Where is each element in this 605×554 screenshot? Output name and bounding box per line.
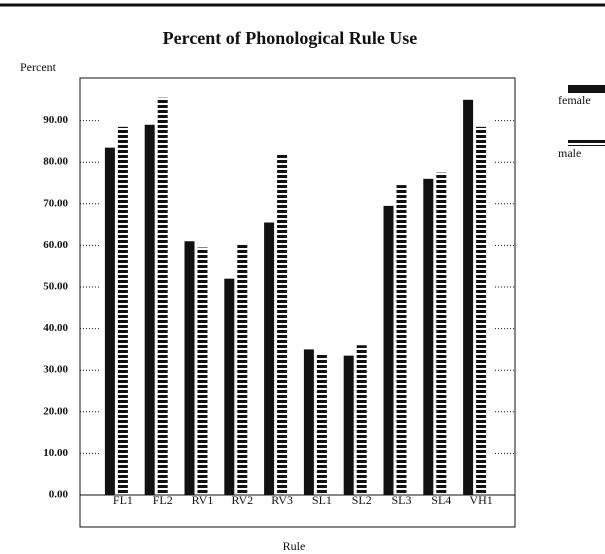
y-tick-label: 40.00 bbox=[43, 322, 68, 334]
plot-frame bbox=[79, 77, 516, 528]
bar bbox=[264, 222, 275, 495]
x-tick-label: SL2 bbox=[352, 493, 372, 507]
y-tick-label: 90.00 bbox=[43, 114, 68, 126]
legend-label: male bbox=[558, 146, 581, 160]
bar bbox=[197, 247, 208, 495]
bar bbox=[277, 153, 288, 495]
y-tick-label: 10.00 bbox=[43, 447, 68, 459]
bar bbox=[184, 241, 195, 495]
y-axis-label: Percent bbox=[20, 60, 57, 74]
x-axis-label: Rule bbox=[283, 539, 306, 553]
y-tick-label: 20.00 bbox=[43, 405, 68, 417]
y-tick-label: 0.00 bbox=[49, 489, 69, 501]
x-tick-label: FL1 bbox=[113, 493, 133, 507]
bar bbox=[463, 99, 474, 496]
bar bbox=[436, 172, 447, 495]
legend-label: female bbox=[558, 93, 591, 107]
y-tick-label: 80.00 bbox=[43, 156, 68, 168]
x-tick-label: RV1 bbox=[192, 493, 214, 507]
bar bbox=[144, 124, 155, 495]
y-tick-label: 60.00 bbox=[43, 239, 68, 251]
chart-title: Percent of Phonological Rule Use bbox=[163, 28, 418, 48]
bar bbox=[303, 349, 314, 495]
bar bbox=[224, 278, 235, 495]
x-tick-label: SL4 bbox=[431, 493, 451, 507]
y-tick-label: 30.00 bbox=[43, 364, 68, 376]
legend-swatch bbox=[568, 138, 605, 146]
y-tick-label: 70.00 bbox=[43, 197, 68, 209]
bar bbox=[383, 205, 394, 495]
bar bbox=[476, 126, 487, 495]
bar bbox=[423, 178, 434, 495]
bar bbox=[396, 185, 407, 495]
legend-swatch bbox=[568, 85, 605, 93]
x-tick-label: FL2 bbox=[153, 493, 173, 507]
bar bbox=[343, 355, 354, 495]
bar bbox=[104, 147, 115, 495]
x-tick-label: SL3 bbox=[391, 493, 411, 507]
x-tick-label: VH1 bbox=[469, 493, 492, 507]
bar bbox=[237, 243, 248, 495]
bar bbox=[316, 353, 327, 495]
x-tick-label: RV2 bbox=[231, 493, 253, 507]
bar bbox=[157, 97, 168, 495]
bar bbox=[356, 345, 367, 495]
y-tick-label: 50.00 bbox=[43, 281, 68, 293]
x-tick-label: RV3 bbox=[271, 493, 293, 507]
bar bbox=[117, 126, 128, 495]
x-tick-label: SL1 bbox=[312, 493, 332, 507]
